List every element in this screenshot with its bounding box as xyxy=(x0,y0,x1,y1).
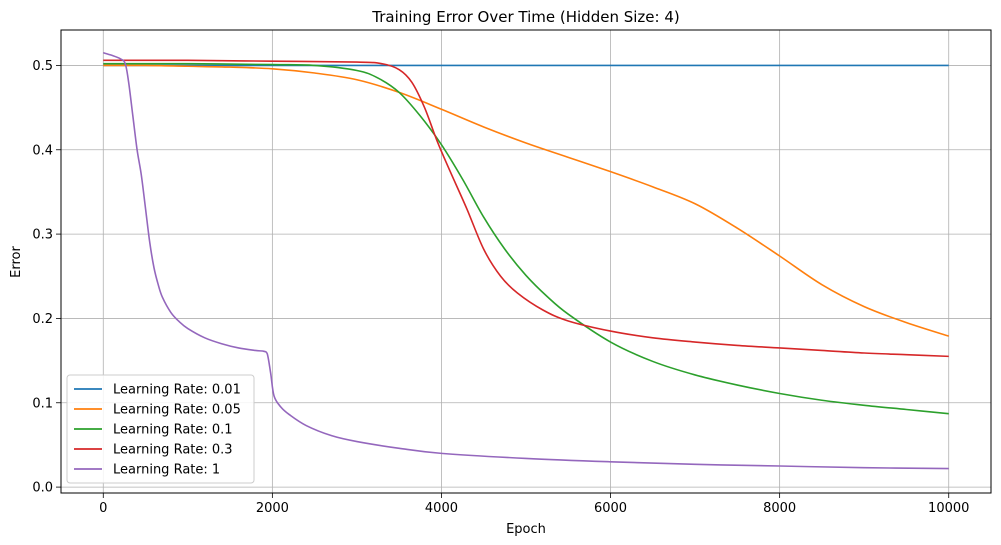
legend-label: Learning Rate: 0.05 xyxy=(113,403,241,418)
series-line-4 xyxy=(103,52,949,470)
legend: Learning Rate: 0.01 Learning Rate: 0.05 Le… xyxy=(66,374,255,484)
x-tick-label: 8000 xyxy=(763,501,796,516)
plot-frame xyxy=(60,29,992,494)
series-lines xyxy=(103,52,949,470)
legend-label: Learning Rate: 0.1 xyxy=(113,423,233,438)
y-tick-label: 0.1 xyxy=(32,396,53,411)
y-tick-label: 0.4 xyxy=(32,143,53,158)
y-tick-label: 0.5 xyxy=(32,59,53,74)
series-line-2 xyxy=(103,62,949,415)
x-axis-ticks: 0 2000 4000 6000 8000 10000 xyxy=(99,493,969,516)
legend-label: Learning Rate: 1 xyxy=(113,463,220,478)
x-axis-label: Epoch xyxy=(506,522,546,537)
y-tick-label: 0.2 xyxy=(32,312,53,327)
y-axis-ticks: 0.0 0.1 0.2 0.3 0.4 0.5 xyxy=(32,59,61,496)
legend-label: Learning Rate: 0.01 xyxy=(113,383,241,398)
series-line-3 xyxy=(103,59,949,358)
legend-label: Learning Rate: 0.3 xyxy=(113,443,233,458)
x-tick-label: 4000 xyxy=(425,501,458,516)
x-tick-label: 0 xyxy=(99,501,107,516)
chart-title: Training Error Over Time (Hidden Size: 4… xyxy=(371,8,679,26)
legend-box xyxy=(66,374,255,484)
x-tick-label: 6000 xyxy=(594,501,627,516)
y-tick-label: 0.0 xyxy=(32,481,53,496)
series-line-1 xyxy=(103,64,949,337)
y-axis-label: Error xyxy=(9,246,24,278)
x-tick-label: 2000 xyxy=(256,501,289,516)
y-tick-label: 0.3 xyxy=(32,228,53,243)
x-tick-label: 10000 xyxy=(928,501,969,516)
